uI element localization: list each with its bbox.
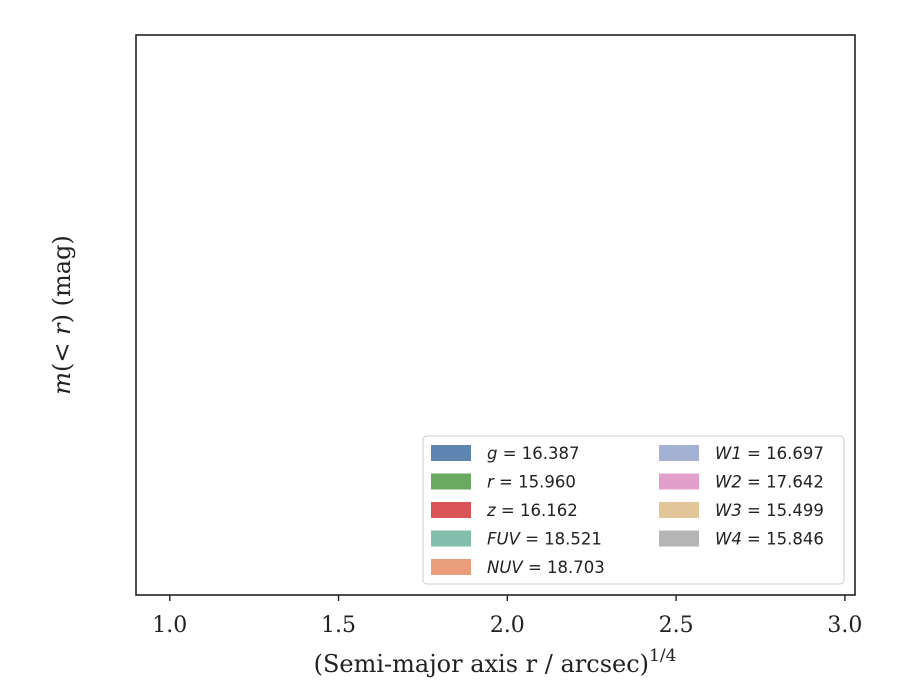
legend-label: g = 16.387 (487, 444, 580, 463)
legend-label: W3 = 15.499 (715, 501, 824, 520)
legend-label: r = 15.960 (487, 473, 576, 492)
legend-swatch (431, 530, 471, 547)
legend-swatch (659, 445, 699, 461)
legend-swatch (431, 559, 471, 575)
legend-item-w3: W3 = 15.499 (659, 501, 824, 520)
legend-label: FUV = 18.521 (487, 530, 602, 549)
legend-item-w1: W1 = 16.697 (659, 444, 824, 463)
legend: g = 16.387 r = 15.960 z = 16.162 FUV = 18.5… (422, 435, 845, 585)
legend-swatch (659, 530, 699, 547)
legend-label: W4 = 15.846 (715, 530, 824, 549)
x-axis-title: (Semi-major axis r / arcsec)1/4 (314, 646, 677, 678)
legend-swatch (431, 445, 471, 461)
legend-item-r: r = 15.960 (431, 473, 576, 492)
y-axis-title: mm((< r) (mag) (48, 235, 76, 395)
legend-item-fuv: FUV = 18.521 (431, 530, 602, 549)
x-tick-label: 2.0 (490, 613, 525, 638)
legend-label: NUV = 18.703 (487, 558, 605, 577)
x-axis: 1.0 1.5 2.0 2.5 3.0 (152, 595, 862, 638)
x-tick-label: 3.0 (827, 613, 862, 638)
legend-swatch (431, 473, 471, 490)
legend-item-w4: W4 = 15.846 (659, 530, 824, 549)
legend-item-w2: W2 = 17.642 (659, 473, 824, 492)
legend-swatch (659, 502, 699, 518)
legend-item-z: z = 16.162 (431, 501, 578, 520)
legend-label: z = 16.162 (486, 501, 578, 520)
legend-label: W2 = 17.642 (715, 473, 824, 492)
x-tick-label: 1.0 (152, 613, 187, 638)
legend-label: W1 = 16.697 (715, 444, 824, 463)
x-tick-label: 1.5 (321, 613, 356, 638)
uncertainty-bands (136, 0, 855, 35)
plot-frame (135, 34, 856, 596)
legend-swatch (659, 473, 699, 490)
band-w4 (447, 0, 784, 35)
legend-box (422, 435, 845, 585)
legend-swatch (431, 502, 471, 518)
legend-item-g: g = 16.387 (431, 444, 580, 463)
legend-item-nuv: NUV = 18.703 (431, 558, 605, 577)
x-tick-label: 2.5 (659, 613, 694, 638)
